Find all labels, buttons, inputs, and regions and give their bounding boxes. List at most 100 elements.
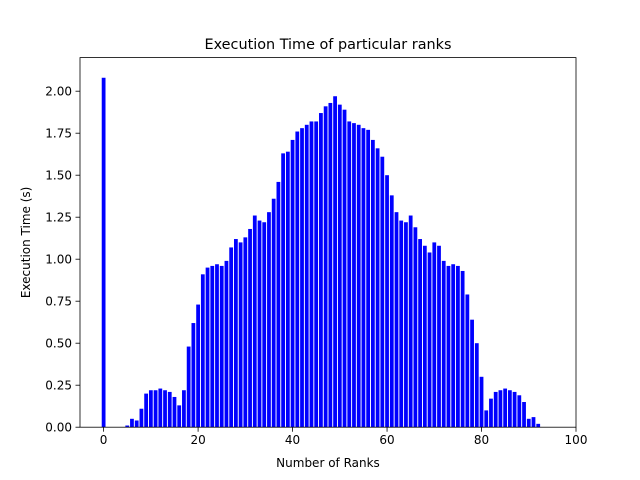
bars-group bbox=[101, 77, 541, 428]
bar-rank-70 bbox=[432, 242, 437, 428]
bar-rank-26 bbox=[224, 260, 229, 428]
bar-rank-57 bbox=[370, 139, 375, 428]
y-tick-label: 0.25 bbox=[45, 379, 72, 393]
bar-rank-25 bbox=[219, 265, 224, 428]
bar-rank-21 bbox=[200, 274, 205, 428]
bar-rank-72 bbox=[441, 260, 446, 428]
y-axis-ticks: 0.00 0.25 0.50 0.75 1.00 1.25 1.50 1.75 2.00 bbox=[45, 85, 80, 435]
bar-rank-32 bbox=[252, 215, 257, 428]
bar-rank-75 bbox=[456, 265, 460, 428]
y-axis-label: Execution Time (s) bbox=[19, 187, 33, 299]
bar-rank-36 bbox=[271, 198, 276, 428]
bar-rank-45 bbox=[314, 121, 319, 428]
bar-rank-51 bbox=[342, 109, 347, 428]
bar-rank-10 bbox=[148, 390, 153, 428]
y-tick-label: 1.25 bbox=[45, 211, 72, 225]
chart-title: Execution Time of particular ranks bbox=[205, 37, 452, 53]
bar-rank-82 bbox=[489, 398, 493, 428]
y-tick-label: 0.75 bbox=[45, 295, 72, 309]
bar-rank-44 bbox=[309, 121, 314, 428]
bar-rank-67 bbox=[418, 239, 422, 428]
bar-rank-15 bbox=[172, 396, 177, 428]
bar-rank-73 bbox=[446, 265, 451, 428]
bar-rank-48 bbox=[328, 102, 333, 428]
bar-rank-19 bbox=[191, 323, 196, 428]
y-tick-label: 1.00 bbox=[45, 253, 72, 267]
y-tick-label: 0.00 bbox=[45, 421, 72, 435]
y-tick-label: 0.50 bbox=[45, 337, 72, 351]
x-axis-label: Number of Ranks bbox=[276, 456, 380, 470]
x-tick-label: 100 bbox=[565, 433, 588, 447]
bar-rank-74 bbox=[451, 264, 456, 428]
x-tick-label: 0 bbox=[100, 433, 108, 447]
bar-rank-69 bbox=[427, 252, 432, 428]
bar-rank-20 bbox=[196, 304, 200, 428]
bar-rank-13 bbox=[163, 390, 167, 428]
bar-rank-16 bbox=[177, 405, 182, 428]
bar-rank-81 bbox=[484, 410, 489, 428]
y-tick-label: 2.00 bbox=[45, 85, 72, 99]
bar-rank-53 bbox=[352, 123, 356, 428]
bar-rank-12 bbox=[158, 388, 163, 428]
bar-rank-18 bbox=[186, 346, 191, 428]
bar-rank-90 bbox=[526, 418, 531, 428]
bar-rank-86 bbox=[507, 390, 512, 428]
bar-rank-31 bbox=[248, 228, 252, 428]
bar-rank-41 bbox=[295, 131, 300, 428]
bar-rank-7 bbox=[134, 420, 139, 428]
bar-rank-23 bbox=[210, 265, 215, 428]
bar-rank-61 bbox=[389, 195, 394, 428]
bar-rank-68 bbox=[422, 245, 427, 428]
bar-rank-28 bbox=[234, 239, 238, 428]
plot-frame bbox=[79, 57, 577, 428]
bar-rank-55 bbox=[361, 128, 366, 428]
bar-rank-54 bbox=[356, 124, 361, 428]
bar-rank-38 bbox=[281, 153, 286, 428]
bar-rank-85 bbox=[503, 388, 508, 428]
bar-rank-29 bbox=[238, 242, 243, 428]
x-axis-ticks: 0 20 40 60 80 100 bbox=[100, 427, 588, 447]
bar-rank-35 bbox=[267, 212, 271, 428]
bar-rank-84 bbox=[498, 390, 503, 428]
bar-rank-34 bbox=[262, 222, 267, 428]
bar-rank-39 bbox=[285, 151, 290, 428]
bar-rank-89 bbox=[522, 402, 526, 428]
bar-rank-83 bbox=[493, 391, 498, 428]
bar-rank-8 bbox=[139, 408, 144, 428]
bar-rank-40 bbox=[290, 139, 295, 428]
y-tick-label: 1.75 bbox=[45, 127, 72, 141]
bar-rank-47 bbox=[323, 106, 328, 428]
x-tick-label: 80 bbox=[474, 433, 489, 447]
bar-rank-27 bbox=[229, 247, 234, 428]
bar-rank-37 bbox=[276, 181, 281, 428]
y-tick-label: 1.50 bbox=[45, 169, 72, 183]
bar-rank-43 bbox=[304, 124, 309, 428]
bar-rank-24 bbox=[215, 264, 219, 428]
x-tick-label: 20 bbox=[190, 433, 205, 447]
bar-rank-14 bbox=[167, 391, 172, 428]
bar-rank-77 bbox=[465, 294, 470, 428]
bar-rank-50 bbox=[337, 104, 342, 428]
bar-rank-6 bbox=[130, 418, 134, 428]
bar-rank-52 bbox=[347, 121, 352, 428]
bar-rank-11 bbox=[153, 390, 158, 428]
bar-rank-42 bbox=[300, 128, 304, 428]
bar-rank-65 bbox=[408, 215, 413, 428]
bar-rank-56 bbox=[366, 129, 371, 428]
bar-rank-30 bbox=[243, 237, 248, 428]
bar-rank-88 bbox=[517, 395, 522, 428]
bar-rank-63 bbox=[399, 220, 404, 428]
bar-rank-91 bbox=[531, 417, 536, 428]
bar-rank-17 bbox=[182, 390, 186, 428]
bar-rank-66 bbox=[413, 227, 418, 428]
bar-rank-49 bbox=[333, 96, 337, 428]
x-tick-label: 60 bbox=[379, 433, 394, 447]
bar-rank-33 bbox=[257, 220, 262, 428]
bar-rank-79 bbox=[474, 343, 479, 428]
bar-rank-62 bbox=[394, 212, 399, 428]
bar-rank-0 bbox=[101, 77, 106, 428]
bar-rank-78 bbox=[470, 319, 474, 428]
bar-rank-64 bbox=[404, 222, 408, 428]
bar-rank-92 bbox=[536, 423, 541, 428]
